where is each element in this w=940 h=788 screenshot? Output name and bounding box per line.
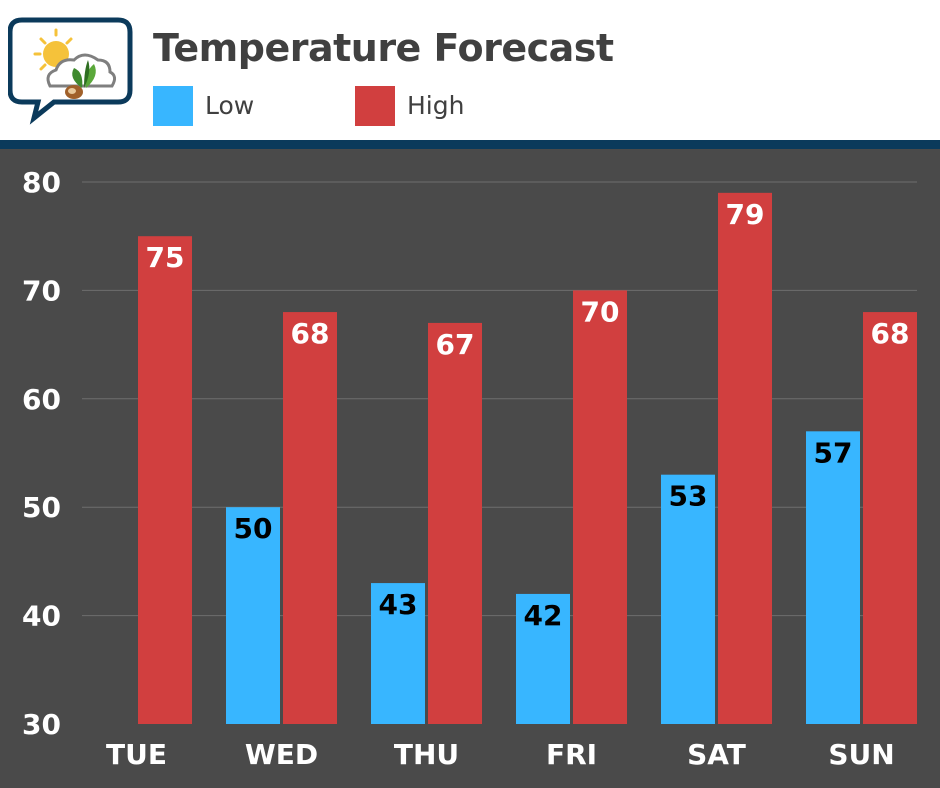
data-label-high-fri: 70 [581,295,620,328]
data-label-low-sun: 57 [814,436,853,469]
bar-high-fri [573,290,627,724]
x-tick-label-wed: WED [245,738,318,771]
bar-low-fri [516,593,570,724]
header-divider [0,140,940,149]
x-tick-label-fri: FRI [546,738,597,771]
y-tick-label: 40 [22,600,61,633]
y-tick-label: 60 [22,383,61,416]
data-label-high-sun: 68 [871,317,910,350]
bar-high-tue [138,236,192,724]
bar-low-wed [226,507,280,724]
y-tick-label: 70 [22,274,61,307]
legend-swatch-high [355,86,395,126]
bar-low-sat [661,474,715,724]
x-tick-label-thu: THU [394,738,459,771]
data-label-high-tue: 75 [146,241,185,274]
data-label-low-fri: 42 [524,599,563,632]
bar-chart: 30 40 50 60 70 80 75 50 68 43 67 42 70 53 79 57 68 TUE W… [22,166,917,771]
data-label-low-thu: 43 [379,588,418,621]
x-tick-label-sun: SUN [828,738,894,771]
data-labels: 75 50 68 43 67 42 70 53 79 57 68 [146,198,910,632]
data-label-low-wed: 50 [234,512,273,545]
y-tick-label: 80 [22,166,61,199]
bar-high-wed [283,312,337,724]
data-label-high-thu: 67 [436,328,475,361]
header: Temperature Forecast Low High [0,0,940,140]
grid-lines [82,181,917,617]
data-label-high-wed: 68 [291,317,330,350]
bar-high-thu [428,322,482,724]
y-tick-label: 50 [22,491,61,524]
sun-cloud-leaf-icon [8,17,133,125]
chart-title: Temperature Forecast [153,26,614,70]
legend-label-high: High [407,91,465,120]
bars [138,192,917,725]
legend-swatch-low [153,86,193,126]
x-axis: TUE WED THU FRI SAT SUN [106,738,895,771]
bar-high-sat [718,192,772,725]
legend-label-low: Low [205,91,255,120]
bar-high-sun [863,312,917,724]
data-label-high-sat: 79 [726,198,765,231]
x-tick-label-sat: SAT [687,738,746,771]
bar-low-thu [371,583,425,724]
data-label-low-sat: 53 [669,480,708,513]
x-tick-label-tue: TUE [106,738,167,771]
y-axis: 30 40 50 60 70 80 [22,166,61,741]
bar-low-sun [806,431,860,724]
y-tick-label: 30 [22,708,61,741]
